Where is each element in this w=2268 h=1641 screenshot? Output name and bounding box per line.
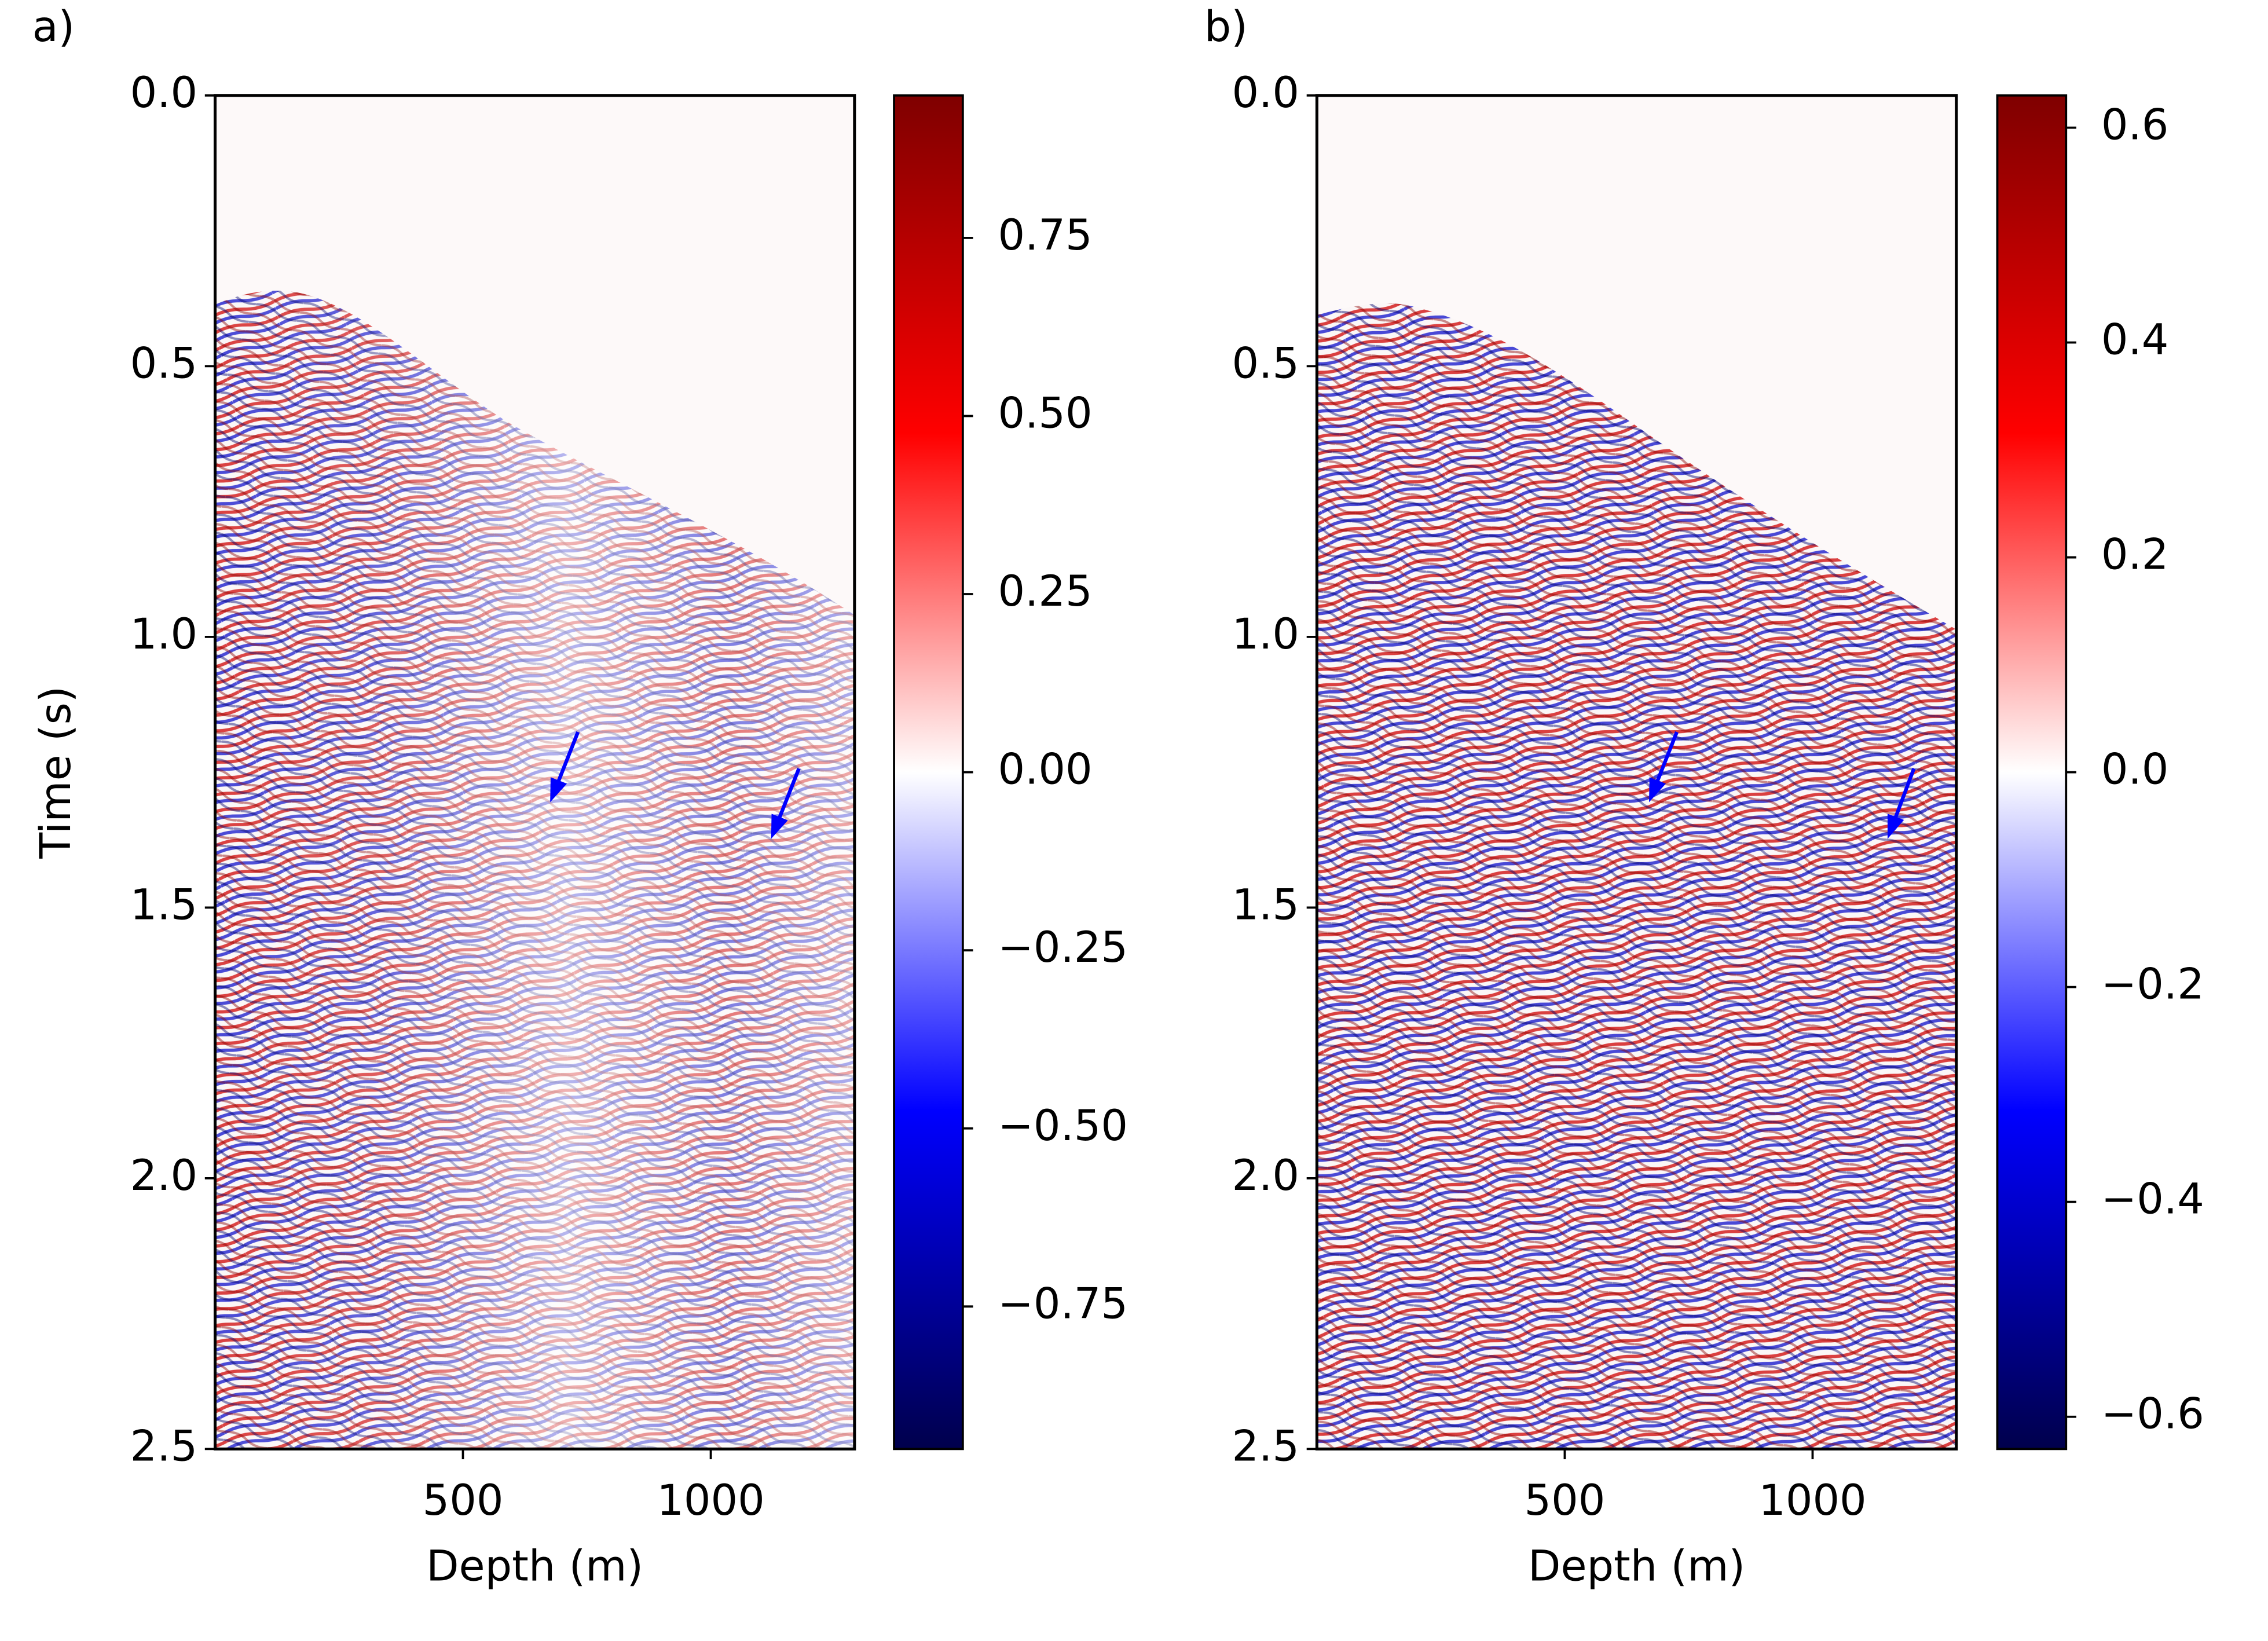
- arrow-head: [1887, 814, 1904, 839]
- y-tick-label: 2.5: [1232, 1422, 1300, 1471]
- image-mask: [1317, 95, 1956, 630]
- colorbar-tick-label: 0.0: [2101, 745, 2169, 794]
- y-tick-label: 2.0: [130, 1151, 198, 1200]
- y-tick-label: 2.5: [130, 1422, 198, 1471]
- colorbar-tick-label: 0.2: [2101, 530, 2169, 580]
- y-tick-label: 0.5: [130, 339, 198, 388]
- y-tick-label: 0.5: [1232, 339, 1300, 388]
- colorbar-tick-label: −0.75: [998, 1279, 1128, 1328]
- y-tick-label: 1.0: [130, 610, 198, 659]
- axes-frame: [1315, 94, 1958, 1450]
- arrow-head: [771, 814, 788, 839]
- y-tick-label: 0.0: [1232, 68, 1300, 118]
- x-tick-label: 1000: [657, 1476, 764, 1525]
- y-tick-label: 1.5: [1232, 880, 1300, 929]
- colorbar: [893, 94, 964, 1450]
- colorbar-tick-label: −0.6: [2101, 1390, 2204, 1439]
- colorbar: [1996, 94, 2068, 1450]
- colorbar-tick-label: −0.25: [998, 923, 1128, 972]
- axes-frame: [213, 94, 856, 1450]
- image-mask: [215, 95, 855, 615]
- y-tick-label: 1.0: [1232, 610, 1300, 659]
- y-tick-label: 1.5: [130, 880, 198, 929]
- y-tick-label: 2.0: [1232, 1151, 1300, 1200]
- colorbar-tick-label: −0.2: [2101, 960, 2204, 1009]
- y-tick-label: 0.0: [130, 68, 198, 118]
- colorbar-tick-label: −0.4: [2101, 1175, 2204, 1224]
- arrow-head: [550, 777, 567, 803]
- colorbar-tick-label: 0.6: [2101, 100, 2169, 149]
- colorbar-tick-label: 0.00: [998, 745, 1092, 794]
- colorbar-tick-label: 0.75: [998, 211, 1092, 260]
- x-axis-label: Depth (m): [1528, 1542, 1745, 1591]
- arrow-head: [1649, 777, 1666, 803]
- x-axis-label: Depth (m): [426, 1542, 643, 1591]
- colorbar-tick-label: 0.50: [998, 389, 1092, 438]
- y-axis-label: Time (s): [31, 686, 80, 859]
- colorbar-tick-label: −0.50: [998, 1101, 1128, 1151]
- panel-title: a): [32, 2, 75, 52]
- panel-title: b): [1204, 2, 1248, 52]
- x-tick-label: 500: [423, 1476, 504, 1525]
- colorbar-tick-label: 0.4: [2101, 316, 2169, 365]
- x-tick-label: 500: [1525, 1476, 1606, 1525]
- colorbar-tick-label: 0.25: [998, 567, 1092, 616]
- x-tick-label: 1000: [1758, 1476, 1866, 1525]
